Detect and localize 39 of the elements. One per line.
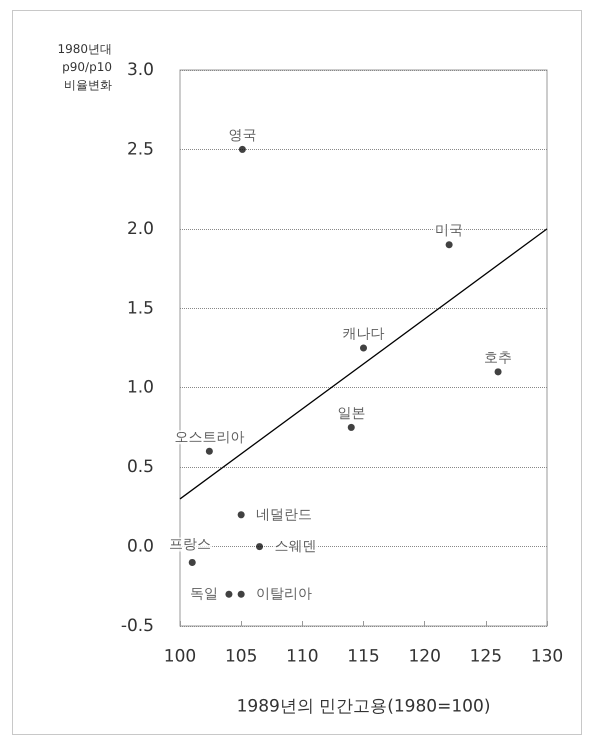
- x-tick-label: 130: [530, 646, 564, 666]
- point: [238, 511, 245, 518]
- point: [446, 241, 453, 248]
- x-tick-label: 110: [286, 646, 319, 666]
- y-tick-label: 3.0: [126, 60, 154, 80]
- point: [188, 558, 196, 566]
- x-tick-label: 100: [164, 646, 196, 666]
- point: [238, 590, 245, 598]
- point: [256, 543, 264, 550]
- y-axis-title: 1980년대 p90/p10 비율변화: [57, 42, 112, 92]
- x-tick-label: 105: [224, 646, 258, 666]
- point: [494, 368, 502, 376]
- x-tick-label: 120: [408, 646, 441, 666]
- point: [348, 424, 355, 431]
- y-tick-label: 0.5: [126, 457, 154, 478]
- y-tick-label: 1.5: [126, 298, 154, 318]
- y-tick-label: 0.0: [126, 536, 154, 557]
- x-tick-label: 115: [347, 646, 380, 666]
- point: [206, 448, 213, 455]
- annotation: 프랑스: [169, 536, 212, 552]
- x-axis-title: 1989년의 민간고용(1980=100): [236, 696, 490, 716]
- annotation: 미국: [435, 222, 464, 239]
- annotation: 스웨덴: [274, 538, 317, 555]
- annotation: 캐나다: [342, 326, 384, 342]
- x-tick-label: 125: [470, 646, 502, 666]
- point: [238, 146, 246, 153]
- annotation: 네덜란드: [256, 506, 312, 523]
- y-tick-label: 1.0: [126, 378, 154, 398]
- annotation: 호추: [484, 350, 512, 366]
- point: [225, 590, 232, 598]
- annotation: 오스트리아: [174, 429, 244, 446]
- annotation: 영국: [228, 127, 256, 144]
- annotation: 독일: [190, 586, 218, 602]
- y-tick-label: 2.0: [126, 218, 154, 239]
- annotation: 일본: [337, 405, 366, 422]
- y-tick-label: -0.5: [120, 616, 154, 636]
- point: [360, 344, 367, 352]
- y-tick-label: 2.5: [126, 139, 154, 160]
- annotation: 이탈리아: [256, 586, 312, 602]
